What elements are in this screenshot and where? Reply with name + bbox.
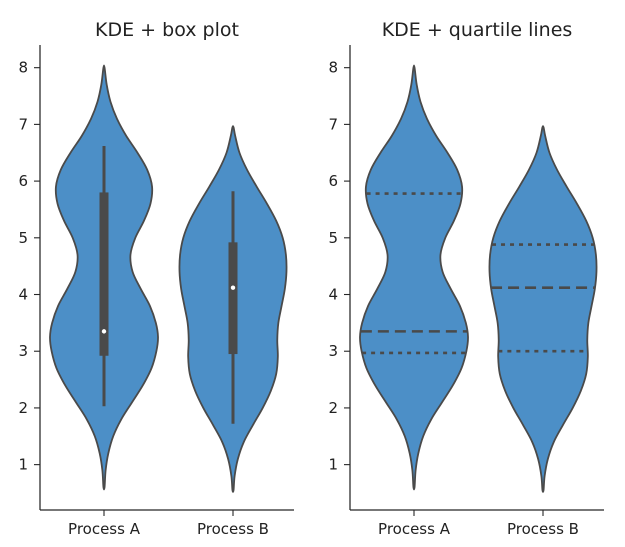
y-tick-label: 8	[328, 59, 338, 77]
y-tick-label: 4	[328, 286, 338, 304]
median-marker	[230, 285, 236, 290]
box-iqr	[99, 192, 109, 356]
x-tick-label: Process B	[197, 520, 269, 538]
violins	[49, 64, 288, 493]
y-ticks: 1 2 3 4 5 6 7 8	[328, 59, 350, 474]
y-tick-label: 8	[18, 59, 28, 77]
y-tick-label: 2	[18, 399, 28, 417]
violins	[359, 64, 598, 493]
y-tick-label: 2	[328, 399, 338, 417]
x-ticks: Process A Process B	[68, 510, 269, 538]
y-tick-label: 1	[328, 456, 338, 474]
x-tick-label: Process A	[68, 520, 141, 538]
box-iqr	[228, 242, 238, 355]
chart-title: KDE + box plot	[95, 19, 239, 41]
y-tick-label: 6	[328, 172, 338, 190]
y-tick-label: 7	[328, 115, 338, 133]
y-tick-label: 1	[18, 456, 28, 474]
y-ticks: 1 2 3 4 5 6 7 8	[18, 59, 40, 474]
median-marker	[101, 329, 107, 334]
y-tick-label: 7	[18, 115, 28, 133]
chart-title: KDE + quartile lines	[382, 19, 573, 41]
y-tick-label: 6	[18, 172, 28, 190]
violin-body	[488, 125, 598, 493]
x-tick-label: Process A	[378, 520, 451, 538]
x-ticks: Process A Process B	[378, 510, 579, 538]
x-tick-label: Process B	[507, 520, 579, 538]
y-tick-label: 3	[18, 342, 28, 360]
y-tick-label: 3	[328, 342, 338, 360]
y-tick-label: 4	[18, 286, 28, 304]
violin-body	[359, 64, 469, 491]
y-tick-label: 5	[328, 229, 338, 247]
y-tick-label: 5	[18, 229, 28, 247]
